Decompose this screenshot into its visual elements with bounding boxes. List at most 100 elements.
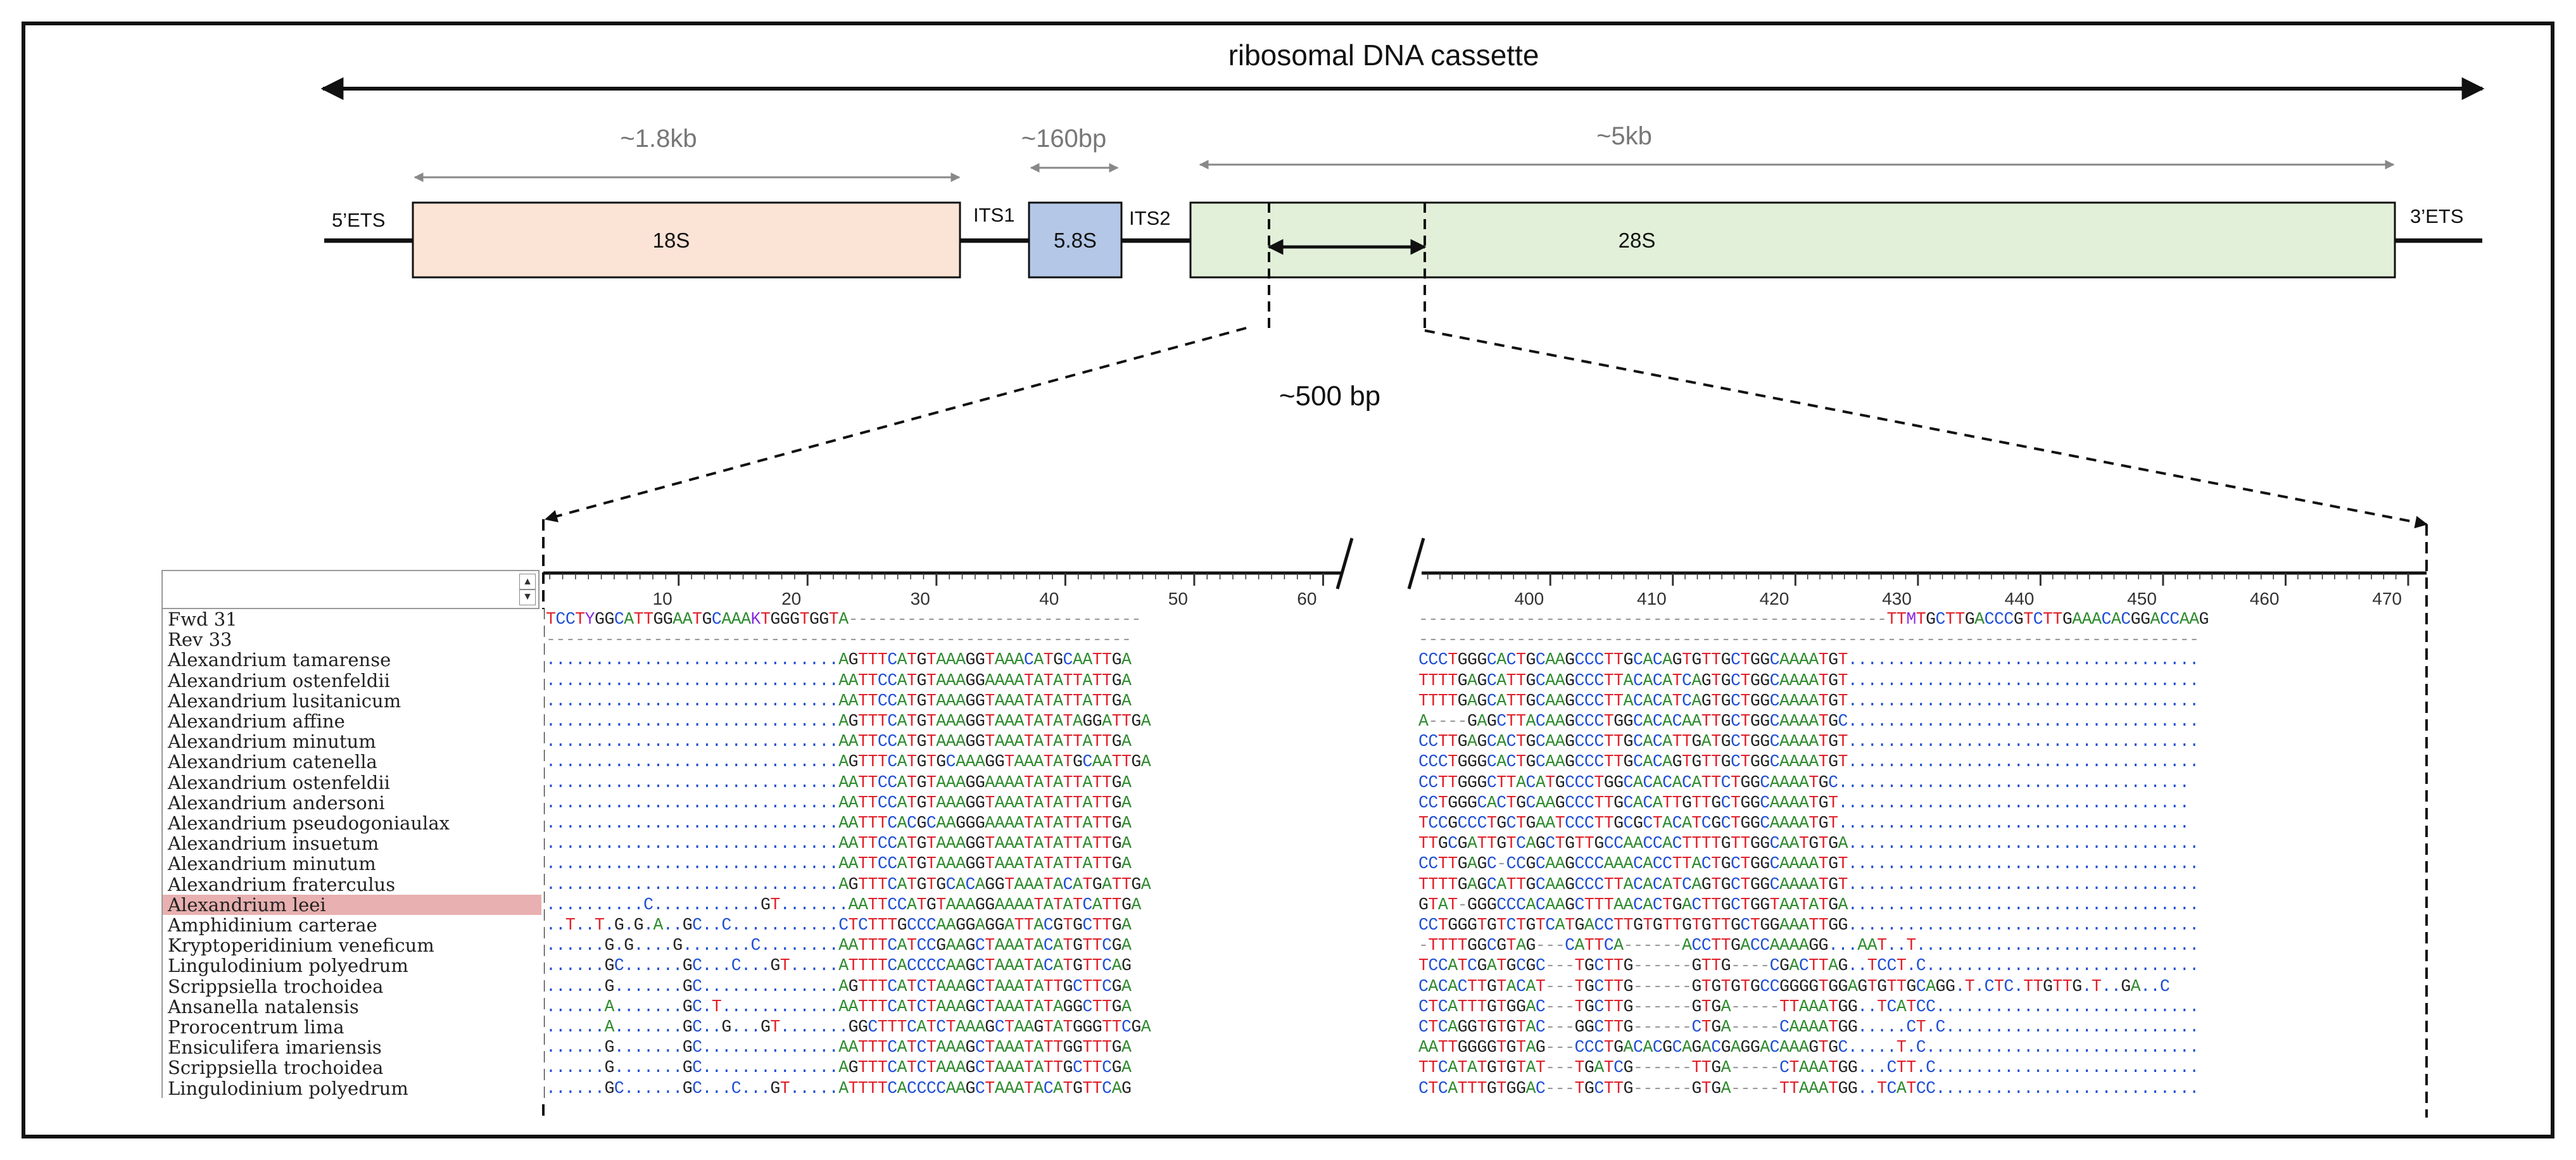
sequence-row-left: ......GC......GC...C...GT.....ATTTTCACCC… bbox=[546, 1078, 1132, 1098]
sequence-row-right: CTCATTTGTGGAC---TGCTTG------GTGA-----TTA… bbox=[1418, 997, 2199, 1016]
sequence-name[interactable]: Alexandrium ostenfeldii bbox=[168, 669, 390, 691]
sequence-name-list: Fwd 31 Rev 33 Alexandrium tamarense Alexand… bbox=[161, 608, 544, 1099]
sequence-name[interactable]: Alexandrium catenella bbox=[168, 751, 377, 773]
sequence-row-left: ......G.......GC..............AGTTTCATCT… bbox=[546, 1058, 1132, 1078]
size-label-28s: ~5kb bbox=[1596, 122, 1652, 150]
gene-label-18s: 18S bbox=[653, 229, 690, 252]
sequence-row-right: CCTTGGGCTTACATGCCCTGGCACACACATTCTGGCAAAA… bbox=[1418, 772, 2190, 792]
sequence-row-left: ......GC......GC...C...GT.....ATTTTCACCC… bbox=[546, 956, 1132, 976]
sequence-row-left: ..............................AATTTCACGC… bbox=[546, 814, 1132, 833]
ruler-label: 30 bbox=[911, 589, 930, 608]
sequence-name[interactable]: Alexandrium minutum bbox=[168, 731, 376, 753]
sequence-row-right: TTCATATGTGTAT---TGATCG------TTGA-----CTA… bbox=[1418, 1058, 2199, 1078]
cassette-title: ribosomal DNA cassette bbox=[1228, 39, 1539, 72]
break-slash-left bbox=[1335, 538, 1354, 589]
sequence-name[interactable]: Alexandrium andersoni bbox=[168, 791, 385, 814]
ruler-label: 40 bbox=[1039, 589, 1059, 608]
gene-box-58s bbox=[1028, 201, 1123, 279]
sequence-row-left: ..............................AATTCCATGT… bbox=[546, 793, 1132, 812]
scroll-widget[interactable]: ▲ ▼ bbox=[161, 570, 540, 609]
sequence-row-left: ..............................AATTCCATGT… bbox=[546, 854, 1132, 874]
sequence-row-left: ----------------------------------------… bbox=[546, 630, 1132, 650]
gene-label-58s: 5.8S bbox=[1054, 229, 1097, 252]
sequence-row-right: CACACTTGTACAT---TGCTTG------GTGTGTGCCGGG… bbox=[1418, 976, 2170, 996]
gene-label-28s: 28S bbox=[1619, 229, 1656, 252]
ruler-label: 410 bbox=[1637, 589, 1667, 608]
ruler-label: 460 bbox=[2250, 589, 2280, 608]
ruler-label: 10 bbox=[653, 589, 672, 608]
sequence-row-right: CCCTGGGCACTGCAAGCCCTTGCACAGTGTTGCTGGCAAA… bbox=[1418, 752, 2199, 772]
sequence-name[interactable]: Scrippsiella trochoidea bbox=[168, 1057, 384, 1079]
sequence-row-left: ......G.G....G.......C........AATTTCATCC… bbox=[546, 936, 1132, 955]
sequence-row-right: CCTGGGTGTCTGTCATGACCTTGTGTTGTGTTGCTGGAAA… bbox=[1418, 916, 2199, 935]
sequence-name[interactable]: Alexandrium leei bbox=[163, 894, 541, 915]
sequence-name[interactable]: Scrippsiella trochoidea bbox=[168, 975, 384, 997]
sequence-row-right: TTTTGAGCATTGCAAGCCCTTACACATCAGTGCTGGCAAA… bbox=[1418, 671, 2199, 690]
sequence-row-right: TCCATCGATGCGC---TGCTTG------GTTG----CGAC… bbox=[1418, 956, 2199, 976]
ruler-label: 450 bbox=[2127, 589, 2157, 608]
break-slash-right bbox=[1407, 538, 1425, 589]
size-label-18s: ~1.8kb bbox=[620, 125, 697, 153]
sequence-name[interactable]: Lingulodinium polyedrum bbox=[168, 1077, 408, 1099]
sequence-name[interactable]: Alexandrium insuetum bbox=[168, 833, 379, 855]
sequence-row-left: ......G.......GC..............AGTTTCATCT… bbox=[546, 976, 1132, 996]
sequence-name[interactable]: Alexandrium affine bbox=[168, 710, 345, 732]
ruler-label: 420 bbox=[1760, 589, 1790, 608]
sequence-name[interactable]: Alexandrium minutum bbox=[168, 853, 376, 875]
scroll-down-icon[interactable]: ▼ bbox=[519, 589, 536, 605]
scroll-up-icon[interactable]: ▲ bbox=[519, 574, 536, 590]
sequence-name[interactable]: Ensiculifera imariensis bbox=[168, 1037, 382, 1059]
ruler-label: 60 bbox=[1297, 589, 1316, 608]
sequence-row-right: CCTGGGCACTGCAAGCCCTTGCACATTGTTGCTGGCAAAA… bbox=[1418, 793, 2190, 812]
sequence-name[interactable]: Kryptoperidinium veneficum bbox=[168, 935, 434, 957]
sequence-row-right: GTAT-GGGCCCACAAGCTTTAACACTGACTTGCTGGTAAT… bbox=[1418, 895, 2199, 914]
sequence-row-left: ..............................AATTCCATGT… bbox=[546, 691, 1132, 710]
sequence-row-right: CCCTGGGCACTGCAAGCCCTTGCACAGTGTTGCTGGCAAA… bbox=[1418, 650, 2199, 670]
ruler-right: 400 410 420 430 440 450 460 470 bbox=[1422, 571, 2427, 608]
sequence-row-right: CCTTGAGCACTGCAAGCCCTTGCACATTGATGCTGGCAAA… bbox=[1418, 732, 2199, 752]
sequence-name[interactable]: Lingulodinium polyedrum bbox=[168, 955, 408, 977]
sequence-row-right: TCCGCCCTGCTGAATCCCTTGCGCTACATCGCTGGCAAAA… bbox=[1418, 814, 2190, 833]
sequence-row-right: A----GAGCTTACAAGCCCTGGCACACAATTGCTGGCAAA… bbox=[1418, 712, 2199, 731]
gene-box-28s bbox=[1189, 201, 2396, 279]
ruler-label: 430 bbox=[1882, 589, 1912, 608]
figure-frame bbox=[22, 22, 2554, 1138]
sequence-name[interactable]: Fwd 31 bbox=[168, 608, 237, 630]
sequence-name[interactable]: Alexandrium lusitanicum bbox=[168, 690, 401, 712]
region-label: ~500 bp bbox=[1279, 381, 1380, 412]
sequence-name[interactable]: Ansanella natalensis bbox=[168, 995, 359, 1018]
sequence-name[interactable]: Alexandrium pseudogoniaulax bbox=[168, 812, 450, 834]
sequence-block-left: TCCTYGGCATTGGAATGCAAAKTGGGTGGTA---------… bbox=[546, 609, 1350, 1103]
its2-label: ITS2 bbox=[1129, 207, 1170, 229]
zoom-arrow-right bbox=[1424, 329, 2428, 529]
ruler-label: 440 bbox=[2005, 589, 2035, 608]
sequence-name[interactable]: Rev 33 bbox=[168, 629, 232, 651]
ruler-left: 10 20 30 40 50 60 bbox=[543, 571, 1342, 608]
sequence-row-left: ..............................AGTTTCATGT… bbox=[546, 712, 1151, 731]
size-label-58s: ~160bp bbox=[1021, 125, 1107, 153]
sequence-row-left: ......A.......GC..G...GT.......GGCTTTCAT… bbox=[546, 1018, 1151, 1037]
ruler-label: 20 bbox=[781, 589, 801, 608]
sequence-name[interactable]: Prorocentrum lima bbox=[168, 1016, 344, 1038]
sequence-name[interactable]: Alexandrium ostenfeldii bbox=[168, 771, 390, 793]
sequence-row-right: TTGCGATTGTCAGCTGTTGCCAACCACTTTTGTTGGCAAT… bbox=[1418, 834, 2199, 854]
sequence-row-right: CCTTGAGC-CCGCAAGCCCAAACACCTTACTGCTGGCAAA… bbox=[1418, 854, 2199, 874]
sequence-name[interactable]: Alexandrium tamarense bbox=[168, 649, 391, 671]
its1-label: ITS1 bbox=[973, 204, 1014, 226]
sequence-row-left: ..........C...........GT.......AATTCCATG… bbox=[546, 895, 1141, 914]
sequence-row-right: TTTTGAGCATTGCAAGCCCTTACACATCAGTGCTGGCAAA… bbox=[1418, 874, 2199, 894]
ets5-label: 5’ETS bbox=[332, 209, 385, 231]
sequence-name[interactable]: Amphidinium carterae bbox=[168, 914, 377, 936]
sequence-row-right: -TTTTGGCGTAG---CATTCA------ACCTTGACCAAAA… bbox=[1418, 936, 2199, 955]
sequence-block-right: ----------------------------------------… bbox=[1418, 609, 2425, 1103]
sequence-row-left: ..T..T.G.G.A..GC..C...........CTCTTTGCCC… bbox=[546, 916, 1132, 935]
sequence-row-left: ..............................AGTTTCATGT… bbox=[546, 752, 1151, 772]
sequence-row-left: ..............................AATTCCATGT… bbox=[546, 834, 1132, 854]
ruler-label: 400 bbox=[1514, 589, 1544, 608]
sequence-name[interactable]: Alexandrium fraterculus bbox=[168, 873, 396, 895]
sequence-row-left: ..............................AATTCCATGT… bbox=[546, 732, 1132, 752]
sequence-row-left: ......G.......GC..............AATTTCATCT… bbox=[546, 1038, 1132, 1057]
sequence-row-left: ..............................AATTCCATGT… bbox=[546, 671, 1132, 690]
ruler-label: 470 bbox=[2372, 589, 2402, 608]
